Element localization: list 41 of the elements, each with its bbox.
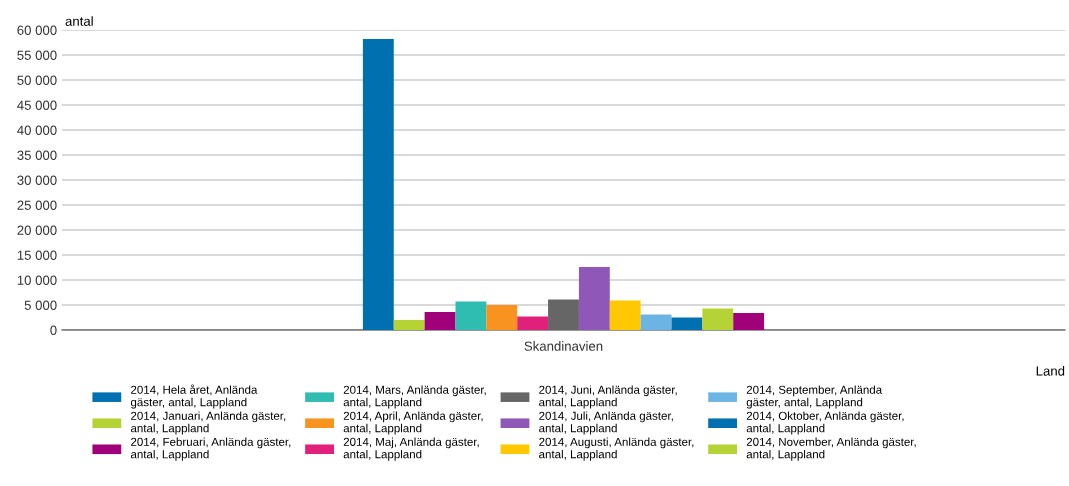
legend-label: 2014, Hela året, Anlända gäster, antal, Lappland	[130, 384, 258, 409]
legend-label: 2014, Februari, Anlända gäster, antal, Lappland	[130, 437, 291, 461]
y-tick-label: 30 000	[17, 175, 57, 185]
y-tick-label: 25 000	[17, 200, 57, 210]
legend-label: 2014, Augusti, Anlända gäster, antal, Lappland	[539, 437, 694, 461]
bar	[609, 300, 641, 330]
bar	[393, 320, 425, 330]
legend-label: 2014, Juni, Anlända gäster, antal, Lappland	[539, 385, 677, 409]
legend-label: 2014, September, Anlända gäster, antal, Lappland	[746, 385, 883, 409]
legend-label: 2014, Maj, Anlända gäster, antal, Lappland	[343, 437, 479, 461]
legend-label: 2014, Januari, Anlända gäster, antal, Lappland	[130, 411, 286, 435]
bar	[733, 313, 765, 330]
y-tick-label: 40 000	[17, 125, 57, 135]
x-axis-title: Land	[1036, 366, 1065, 376]
y-tick-label: 55 000	[17, 50, 57, 60]
bar	[424, 312, 456, 330]
y-tick-label: 50 000	[17, 75, 57, 85]
y-axis-title: antal	[65, 16, 93, 26]
bar	[671, 317, 703, 330]
bar	[455, 301, 487, 330]
y-tick-label: 60 000	[17, 25, 57, 35]
legend-label: 2014, Mars, Anlända gäster, antal, Lappland	[343, 385, 486, 409]
y-tick-label: 35 000	[17, 150, 57, 160]
bar	[640, 314, 672, 330]
legend-label: 2014, November, Anlända gäster, antal, Lappland	[746, 437, 916, 461]
y-tick-label: 15 000	[17, 250, 57, 260]
y-tick-label: 5 000	[24, 300, 57, 310]
y-tick-label: 20 000	[17, 225, 57, 235]
y-tick-label: 0	[50, 325, 57, 335]
bar	[486, 305, 518, 330]
legend-label: 2014, Juli, Anlända gäster, antal, Lappland	[539, 411, 673, 435]
bar	[548, 299, 579, 330]
legend-label: 2014, Oktober, Anlända gäster, antal, Lappland	[746, 411, 904, 435]
legend-label: 2014, April, Anlända gäster, antal, Lappland	[343, 411, 483, 435]
y-tick-label: 10 000	[17, 275, 57, 285]
y-tick-label: 45 000	[17, 100, 57, 110]
bar	[578, 267, 610, 330]
bar	[702, 308, 734, 330]
x-tick-label: Skandinavien	[524, 341, 603, 351]
bar	[517, 316, 549, 330]
bar	[362, 39, 394, 330]
